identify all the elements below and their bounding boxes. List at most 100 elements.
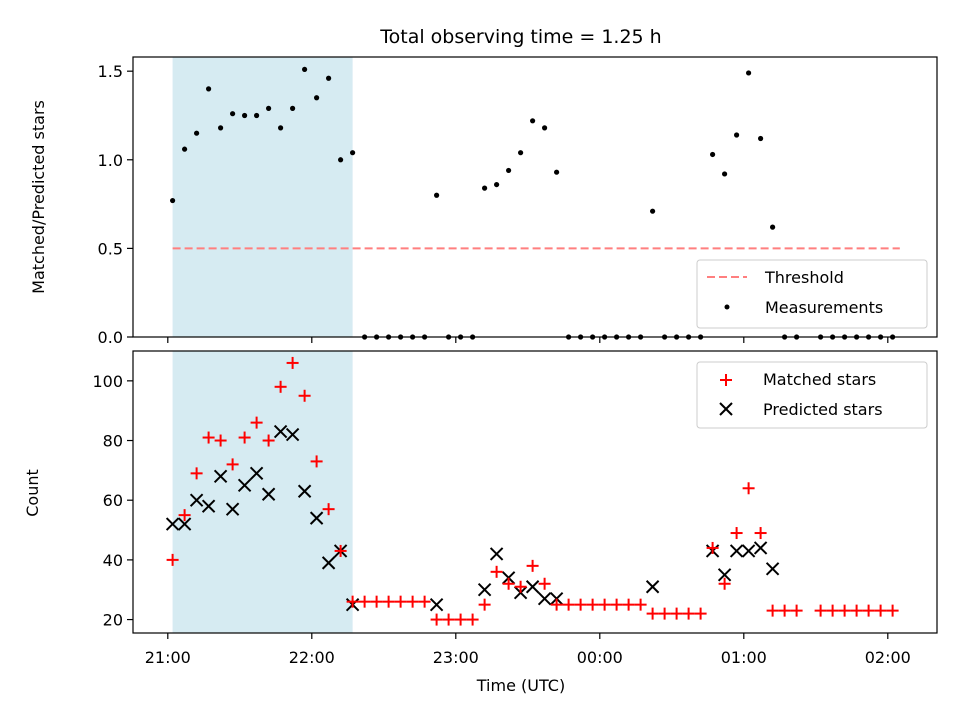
- top-y-tick-label: 0.5: [98, 239, 123, 258]
- matched-point: [250, 416, 263, 429]
- x-tick-label: 01:00: [721, 648, 767, 667]
- matched-point: [886, 604, 899, 617]
- measurement-point: [746, 70, 752, 76]
- matched-point: [226, 458, 239, 471]
- predicted-point: [729, 544, 744, 558]
- measurement-point: [482, 185, 488, 191]
- top-y-axis-label: Matched/Predicted stars: [29, 100, 48, 294]
- measurement-point: [518, 150, 524, 156]
- matched-point: [466, 613, 479, 626]
- matched-point: [718, 577, 731, 590]
- matched-point: [262, 434, 275, 447]
- observing-window-band: [172, 351, 353, 633]
- predicted-point: [249, 466, 264, 481]
- measurement-point: [758, 135, 764, 142]
- measurement-point: [278, 125, 284, 131]
- bottom-y-tick-label: 40: [103, 551, 123, 570]
- top-panel: 0.0 0.5 1.0 1.5 Matched/Predicted stars Thr…: [29, 56, 938, 347]
- matched-point: [742, 482, 755, 495]
- matched-point: [214, 434, 227, 447]
- top-y-ticks: 0.0 0.5 1.0 1.5: [98, 62, 133, 347]
- bottom-y-tick-label: 100: [92, 372, 123, 391]
- predicted-point: [213, 469, 228, 484]
- matched-stars-points: [166, 356, 899, 626]
- predicted-point: [273, 424, 288, 439]
- top-legend: Threshold Measurements: [696, 259, 928, 329]
- measurement-point: [266, 105, 272, 111]
- matched-point: [766, 604, 779, 617]
- matched-point: [190, 467, 203, 480]
- matched-point: [778, 604, 791, 617]
- matched-point: [730, 527, 743, 540]
- matched-point: [862, 604, 875, 617]
- top-y-tick-label: 1.5: [98, 62, 123, 81]
- predicted-point: [309, 511, 324, 525]
- matched-point: [478, 598, 491, 611]
- matched-point: [514, 580, 527, 593]
- matched-point: [694, 607, 707, 620]
- top-x-ticks: [167, 337, 889, 343]
- predicted-point: [525, 580, 540, 594]
- matched-point: [286, 356, 299, 369]
- measurement-point: [314, 95, 320, 101]
- matched-point: [670, 607, 683, 620]
- predicted-point: [717, 568, 732, 582]
- matched-point: [322, 503, 335, 516]
- matched-point: [502, 577, 515, 590]
- bottom-panel: 20 40 60 80 100 21:00 22:00 23:00 00:00 01:00 02:…: [23, 350, 938, 695]
- matched-point: [178, 509, 191, 522]
- matched-point: [826, 604, 839, 617]
- predicted-point: [321, 556, 336, 570]
- predicted-point: [741, 544, 756, 558]
- predicted-point: [201, 499, 216, 513]
- measurement-point: [710, 151, 716, 158]
- matched-point: [562, 598, 575, 611]
- legend-predicted-label: Predicted stars: [763, 400, 883, 419]
- predicted-point: [537, 591, 552, 606]
- matched-point: [166, 553, 179, 566]
- x-tick-label: 00:00: [577, 648, 623, 667]
- matched-point: [754, 527, 767, 540]
- matched-point: [370, 595, 383, 608]
- measurement-point: [182, 146, 188, 152]
- matched-point: [442, 613, 455, 626]
- matched-point: [706, 541, 719, 554]
- measurement-point: [338, 157, 344, 163]
- bottom-y-tick-label: 60: [103, 491, 123, 510]
- matched-point: [490, 565, 503, 578]
- matched-point: [814, 604, 827, 617]
- bottom-legend-box: [696, 361, 928, 429]
- top-legend-box: [696, 259, 928, 329]
- matched-point: [202, 431, 215, 444]
- predicted-point: [261, 487, 276, 501]
- matched-point: [382, 595, 395, 608]
- measurement-point: [770, 224, 776, 230]
- bottom-legend: Matched stars Predicted stars: [696, 361, 928, 429]
- measurement-point: [194, 130, 200, 136]
- matched-point: [574, 598, 587, 611]
- predicted-point: [645, 580, 660, 594]
- matched-point: [790, 604, 803, 617]
- measurement-point: [734, 132, 740, 138]
- bottom-y-tick-label: 20: [103, 611, 123, 630]
- predicted-point: [765, 562, 780, 576]
- top-y-tick-label: 0.0: [98, 328, 123, 347]
- measurement-point: [542, 125, 548, 131]
- predicted-point: [165, 517, 180, 531]
- measurement-point: [242, 112, 248, 119]
- measurement-point: [722, 171, 728, 177]
- measurement-point: [230, 111, 236, 117]
- matched-point: [538, 577, 551, 590]
- matched-point: [418, 595, 431, 608]
- x-tick-label: 02:00: [865, 648, 911, 667]
- matched-point: [586, 598, 599, 611]
- x-tick-label: 23:00: [433, 648, 479, 667]
- predicted-point: [753, 541, 768, 555]
- matched-point: [298, 389, 311, 402]
- matched-point: [238, 431, 251, 444]
- matched-point: [622, 598, 635, 611]
- bottom-y-tick-label: 80: [103, 432, 123, 451]
- measurement-point: [254, 112, 260, 119]
- legend-matched-label: Matched stars: [763, 370, 876, 389]
